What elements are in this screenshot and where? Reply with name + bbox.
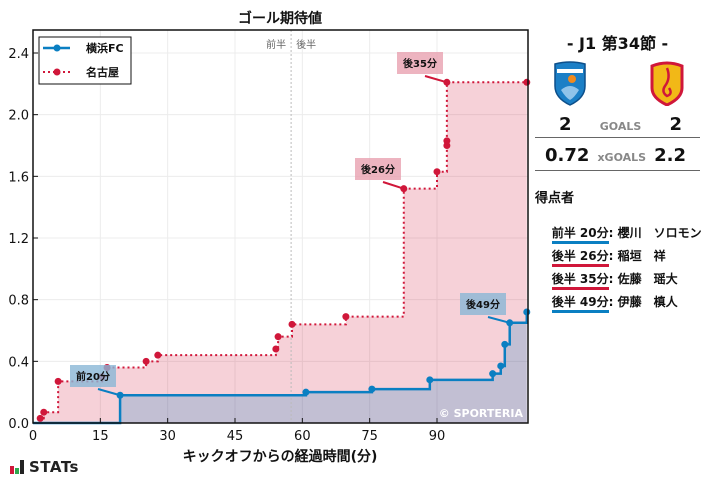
yokohama-point [489, 370, 497, 378]
yokohama-point [497, 362, 505, 370]
second-half-label: 後半 [296, 38, 316, 51]
goals-row: 2 GOALS 2 [535, 114, 700, 138]
goal-annotation-label: 後26分 [361, 163, 395, 176]
nagoya-point [36, 414, 44, 422]
y-tick-label: 2.4 [8, 47, 29, 62]
scorer-item: 後半 35分: 佐藤 瑶大 [535, 256, 678, 304]
xgoals-row: 0.72 xGOALS 2.2 [535, 145, 700, 171]
y-tick-label: 1.6 [8, 170, 29, 185]
goal-annotation-box [397, 52, 443, 74]
scorer-time: 前半 20分 [551, 226, 609, 244]
nagoya-point [342, 313, 350, 321]
logo-text: STATs [29, 458, 79, 476]
nagoya-point [523, 78, 531, 86]
yokohama-point [501, 340, 509, 348]
y-tick-label: 1.2 [8, 232, 29, 247]
nagoya-point [443, 137, 451, 145]
goal-annotation-label: 後49分 [466, 298, 500, 311]
x-axis-label: キックオフからの経過時間(分) [182, 449, 378, 465]
scorer-time: 後半 26分 [551, 249, 609, 267]
scorer-item: 後半 49分: 伊藤 槙人 [535, 279, 678, 327]
scorers-title: 得点者 [535, 191, 575, 206]
yokohama-point [426, 376, 434, 384]
nagoya-grampus-crest-icon [650, 61, 684, 106]
x-tick-label: 15 [92, 429, 109, 444]
goal-annotation-box [355, 158, 401, 180]
scorer-name: : 稲垣 祥 [608, 249, 666, 263]
nagoya-line [33, 81, 527, 424]
x-tick-label: 75 [361, 429, 378, 444]
home-goals: 2 [559, 114, 572, 135]
legend [38, 36, 132, 85]
goal-annotation-box [460, 293, 506, 315]
x-tick-label: 60 [294, 429, 311, 444]
y-tick-label: 0.8 [8, 294, 29, 309]
chart-title: ゴール期待値 [238, 11, 322, 27]
match-title: - J1 第34節 - [566, 34, 669, 53]
nagoya-point [433, 168, 441, 176]
yokohama-fc-crest-icon [554, 61, 586, 106]
xgoals-label: xGOALS [597, 151, 647, 164]
nagoya-point [154, 351, 162, 359]
stats-logo: STATs [10, 458, 79, 476]
home-xg: 0.72 [545, 145, 590, 166]
nagoya-point [40, 408, 48, 416]
scorer-name: : 伊藤 槙人 [608, 295, 678, 309]
scorer-name: : 櫻川 ソロモン [608, 226, 702, 240]
goal-annotation-label: 後35分 [403, 57, 437, 70]
y-tick-label: 0.0 [8, 417, 29, 432]
legend-yokohama: 横浜FC [86, 41, 124, 55]
nagoya-point [142, 357, 150, 365]
goals-label: GOALS [599, 120, 642, 133]
watermark: © SPORTERIA [439, 407, 524, 420]
x-tick-label: 0 [29, 429, 37, 444]
legend-nagoya: 名古屋 [86, 65, 119, 79]
scorer-item: 後半 26分: 稲垣 祥 [535, 233, 666, 281]
scorer-name: : 佐藤 瑶大 [608, 272, 678, 286]
bar-chart-icon [10, 460, 24, 474]
goal-annotation-box [70, 365, 116, 387]
nagoya-point [54, 377, 62, 385]
yokohama-point [302, 388, 310, 396]
x-tick-label: 30 [159, 429, 176, 444]
x-tick-label: 90 [429, 429, 446, 444]
scorer-time: 後半 49分 [551, 295, 609, 313]
nagoya-point [274, 333, 282, 341]
yokohama-point [368, 385, 376, 393]
nagoya-point [272, 345, 280, 353]
first-half-label: 前半 [266, 38, 286, 51]
x-tick-label: 45 [227, 429, 244, 444]
scorer-item: 前半 20分: 櫻川 ソロモン [535, 210, 702, 258]
away-xg: 2.2 [654, 145, 686, 166]
y-tick-label: 2.0 [8, 109, 29, 124]
yokohama-point [523, 308, 531, 316]
goal-annotation-label: 前20分 [76, 370, 110, 383]
away-goals: 2 [669, 114, 682, 135]
y-tick-label: 0.4 [8, 355, 29, 370]
nagoya-area [33, 82, 527, 424]
nagoya-point [288, 320, 296, 328]
scorer-time: 後半 35分 [551, 272, 609, 290]
